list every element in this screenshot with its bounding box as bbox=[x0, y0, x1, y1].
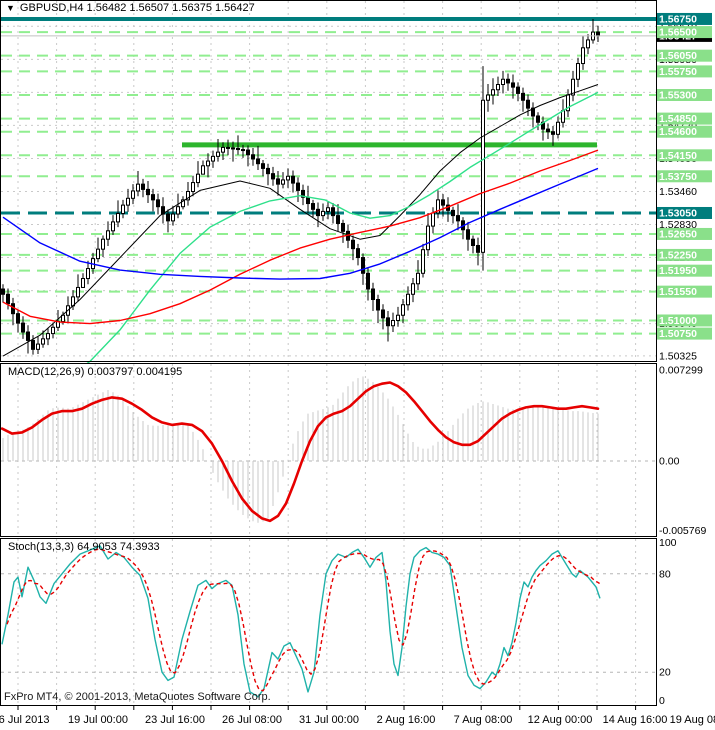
platform-copyright: FxPro MT4, © 2001-2013, MetaQuotes Softw… bbox=[4, 691, 271, 703]
time-axis-label: 2 Aug 16:00 bbox=[377, 714, 436, 726]
time-axis-label: 19 Aug 08:00 bbox=[670, 714, 715, 726]
ma-slowest-blue bbox=[2, 167, 599, 280]
ma-fast-black bbox=[2, 84, 599, 357]
svg-text:20: 20 bbox=[659, 667, 671, 679]
svg-text:1.56750: 1.56750 bbox=[659, 13, 697, 25]
svg-text:1.51950: 1.51950 bbox=[659, 265, 697, 277]
macd-label: MACD(12,26,9) 0.003797 0.004195 bbox=[8, 366, 183, 378]
time-axis-label: 16 Jul 2013 bbox=[0, 714, 49, 726]
svg-text:0: 0 bbox=[659, 695, 665, 706]
svg-text:1.56500: 1.56500 bbox=[659, 27, 697, 39]
svg-text:1.53460: 1.53460 bbox=[659, 186, 697, 198]
svg-text:100: 100 bbox=[659, 538, 677, 549]
svg-text:1.50750: 1.50750 bbox=[659, 328, 697, 340]
time-axis-label: 7 Aug 08:00 bbox=[454, 714, 513, 726]
symbol-dropdown-icon[interactable]: ▼ bbox=[6, 3, 15, 13]
time-axis-label: 12 Aug 00:00 bbox=[528, 714, 593, 726]
ma-medium-green bbox=[86, 91, 599, 363]
macd-signal-line bbox=[0, 381, 600, 523]
svg-text:1.54850: 1.54850 bbox=[659, 113, 697, 125]
svg-text:1.52250: 1.52250 bbox=[659, 249, 697, 261]
time-axis-label: 19 Jul 00:00 bbox=[68, 714, 128, 726]
svg-text:1.51000: 1.51000 bbox=[659, 315, 697, 327]
svg-text:1.56050: 1.56050 bbox=[659, 50, 697, 62]
svg-text:1.55300: 1.55300 bbox=[659, 89, 697, 101]
svg-text:1.54150: 1.54150 bbox=[659, 150, 697, 162]
svg-text:0.007299: 0.007299 bbox=[659, 365, 703, 377]
stoch-d-line bbox=[6, 548, 601, 692]
ma-slow-red bbox=[2, 149, 599, 325]
chart-title-bar: ▼ GBPUSD,H4 1.56482 1.56507 1.56375 1.56… bbox=[6, 2, 255, 14]
svg-text:80: 80 bbox=[659, 568, 671, 580]
svg-text:1.53050: 1.53050 bbox=[659, 207, 697, 219]
svg-text:1.55750: 1.55750 bbox=[659, 66, 697, 78]
stochastic-indicator-panel[interactable]: 100 80 20 0 bbox=[0, 538, 715, 706]
svg-text:-0.005769: -0.005769 bbox=[659, 525, 706, 537]
time-axis: 16 Jul 2013 19 Jul 00:00 23 Jul 16:00 26 Ju… bbox=[0, 706, 715, 726]
main-price-chart[interactable]: 1.566101.559801.553501.547201.540901.534… bbox=[0, 0, 715, 363]
time-axis-label: 31 Jul 00:00 bbox=[299, 714, 359, 726]
chart-title: GBPUSD,H4 1.56482 1.56507 1.56375 1.5642… bbox=[19, 2, 255, 14]
svg-text:1.50325: 1.50325 bbox=[659, 350, 697, 362]
time-axis-label: 23 Jul 16:00 bbox=[145, 714, 205, 726]
svg-text:1.54600: 1.54600 bbox=[659, 126, 697, 138]
time-axis-label: 26 Jul 08:00 bbox=[222, 714, 282, 726]
svg-text:0.00: 0.00 bbox=[659, 456, 680, 468]
stoch-k-line bbox=[1, 545, 601, 698]
stochastic-label: Stoch(13,3,3) 64.9053 74.3933 bbox=[8, 541, 160, 553]
svg-text:1.53750: 1.53750 bbox=[659, 171, 697, 183]
svg-text:1.52650: 1.52650 bbox=[659, 228, 697, 240]
time-axis-label: 14 Aug 16:00 bbox=[603, 714, 668, 726]
macd-indicator-panel[interactable]: 0.007299 0.00 -0.005769 bbox=[0, 363, 715, 538]
svg-text:1.51550: 1.51550 bbox=[659, 286, 697, 298]
